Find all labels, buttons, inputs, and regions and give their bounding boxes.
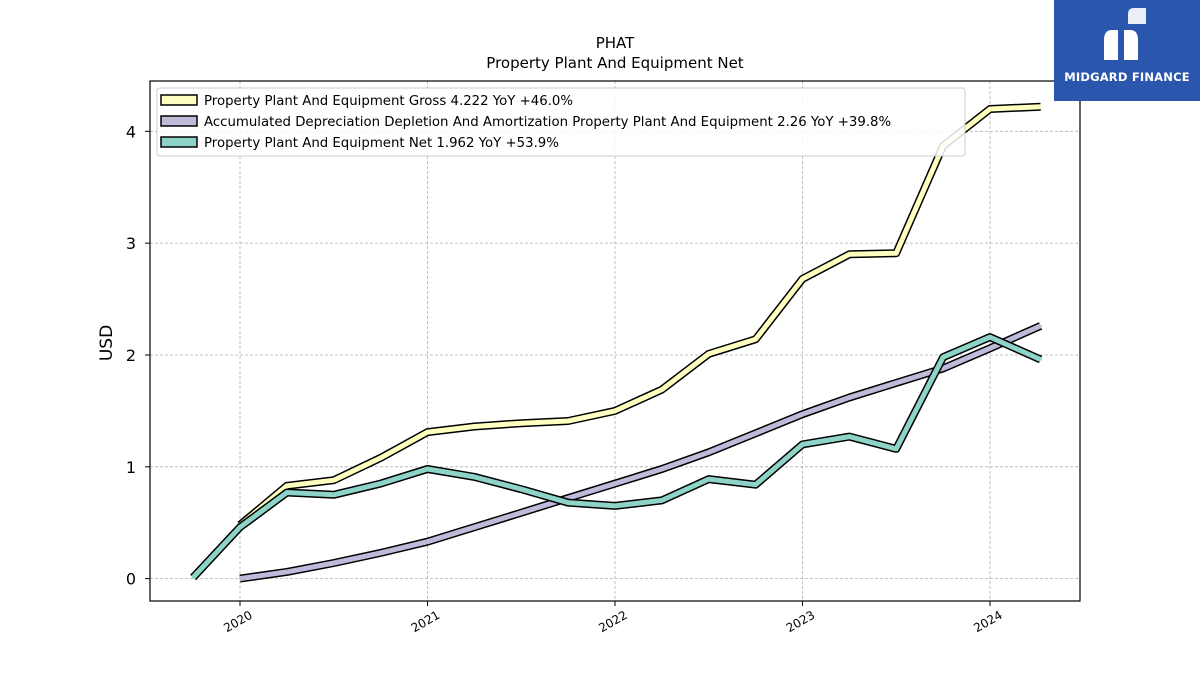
series-3-point (285, 491, 289, 494)
series-group (190, 102, 1043, 583)
series-3-point (895, 447, 898, 451)
x-tick-label: 2024 (971, 608, 1004, 635)
y-tick-label: 3 (126, 234, 136, 253)
series-2-point (660, 467, 664, 471)
series-2-point (801, 413, 804, 416)
series-1-point (473, 425, 476, 428)
series-3-point (988, 335, 992, 339)
series-2-point (426, 540, 429, 543)
series-2-point (988, 347, 992, 350)
series-1-point (988, 107, 992, 111)
legend-entry: Property Plant And Equipment Gross 4.222… (204, 94, 573, 109)
series-1-point (895, 252, 898, 255)
series-3-point (613, 504, 617, 508)
series-2-point (285, 570, 289, 574)
series-3-point (941, 356, 945, 359)
series-2-point (941, 367, 945, 370)
series-3-point (191, 576, 195, 579)
series-1-point (660, 388, 664, 391)
series-3-point (473, 475, 476, 479)
legend-swatch (160, 136, 198, 148)
series-3-point (332, 493, 335, 496)
x-tick-label: 2023 (784, 608, 817, 635)
series-1-point (754, 338, 757, 341)
legend-swatch (160, 115, 198, 127)
y-tick-label: 2 (126, 346, 136, 365)
legend-swatch (160, 94, 198, 106)
series-1-point (566, 419, 570, 423)
x-tick-label: 2020 (221, 608, 254, 635)
x-tick-label: 2021 (409, 608, 442, 635)
series-3-point (660, 499, 664, 502)
series-2-point (754, 432, 757, 435)
series-2-point (707, 451, 710, 454)
series-1-point (613, 409, 617, 413)
series-2-point (379, 551, 382, 555)
brand-logo: MIDGARD FINANCE (1054, 0, 1200, 101)
series-3-point (379, 482, 382, 485)
series-3-point (238, 525, 242, 529)
series-line-1 (238, 104, 1041, 527)
series-3-point (754, 483, 757, 486)
series-line-3 (191, 334, 1042, 580)
legend-entry: Property Plant And Equipment Net 1.962 Y… (204, 136, 559, 151)
series-2-point (520, 511, 523, 514)
brand-logo-mark (1104, 8, 1146, 60)
series-2-point (238, 577, 242, 580)
series-line-2 (239, 323, 1042, 582)
series-1-point (426, 430, 429, 434)
series-3-point (566, 501, 570, 504)
series-1-point (1039, 105, 1042, 108)
series-1-point (848, 253, 851, 256)
chart-title: PHAT (596, 34, 635, 52)
brand-name: MIDGARD FINANCE (1064, 70, 1190, 84)
y-tick-label: 1 (126, 458, 136, 477)
series-2-point (895, 381, 898, 385)
x-tick-label: 2022 (596, 608, 629, 635)
series-line-outline (190, 333, 1043, 581)
series-3-point (426, 467, 429, 471)
series-line-outline (239, 322, 1043, 583)
series-line-outline (237, 102, 1041, 529)
chart-subtitle: Property Plant And Equipment Net (486, 54, 743, 72)
series-3-point (848, 435, 851, 438)
series-2-point (473, 525, 476, 529)
legend: Property Plant And Equipment Gross 4.222… (156, 87, 966, 157)
series-2-point (613, 482, 617, 485)
series-1-point (707, 352, 710, 356)
legend-box (156, 87, 966, 157)
series-1-point (801, 277, 804, 281)
series-1-point (285, 484, 289, 488)
series-3-point (1039, 358, 1042, 361)
series-1-point (379, 456, 382, 460)
series-2-point (1039, 324, 1042, 328)
axis-ticks: 2020 2021 2022 2023 2024 0 1 2 3 4 (126, 122, 1005, 635)
series-1-point (332, 479, 335, 482)
series-2-point (848, 396, 851, 399)
series-3-point (801, 443, 804, 446)
series-3-point (520, 487, 523, 491)
legend-entry: Accumulated Depreciation Depletion And A… (204, 115, 891, 130)
y-tick-label: 0 (126, 570, 136, 589)
series-3-point (707, 477, 710, 481)
y-axis-label: USD (97, 325, 117, 361)
series-2-point (332, 561, 335, 565)
y-tick-label: 4 (126, 122, 136, 141)
series-1-point (520, 421, 523, 425)
